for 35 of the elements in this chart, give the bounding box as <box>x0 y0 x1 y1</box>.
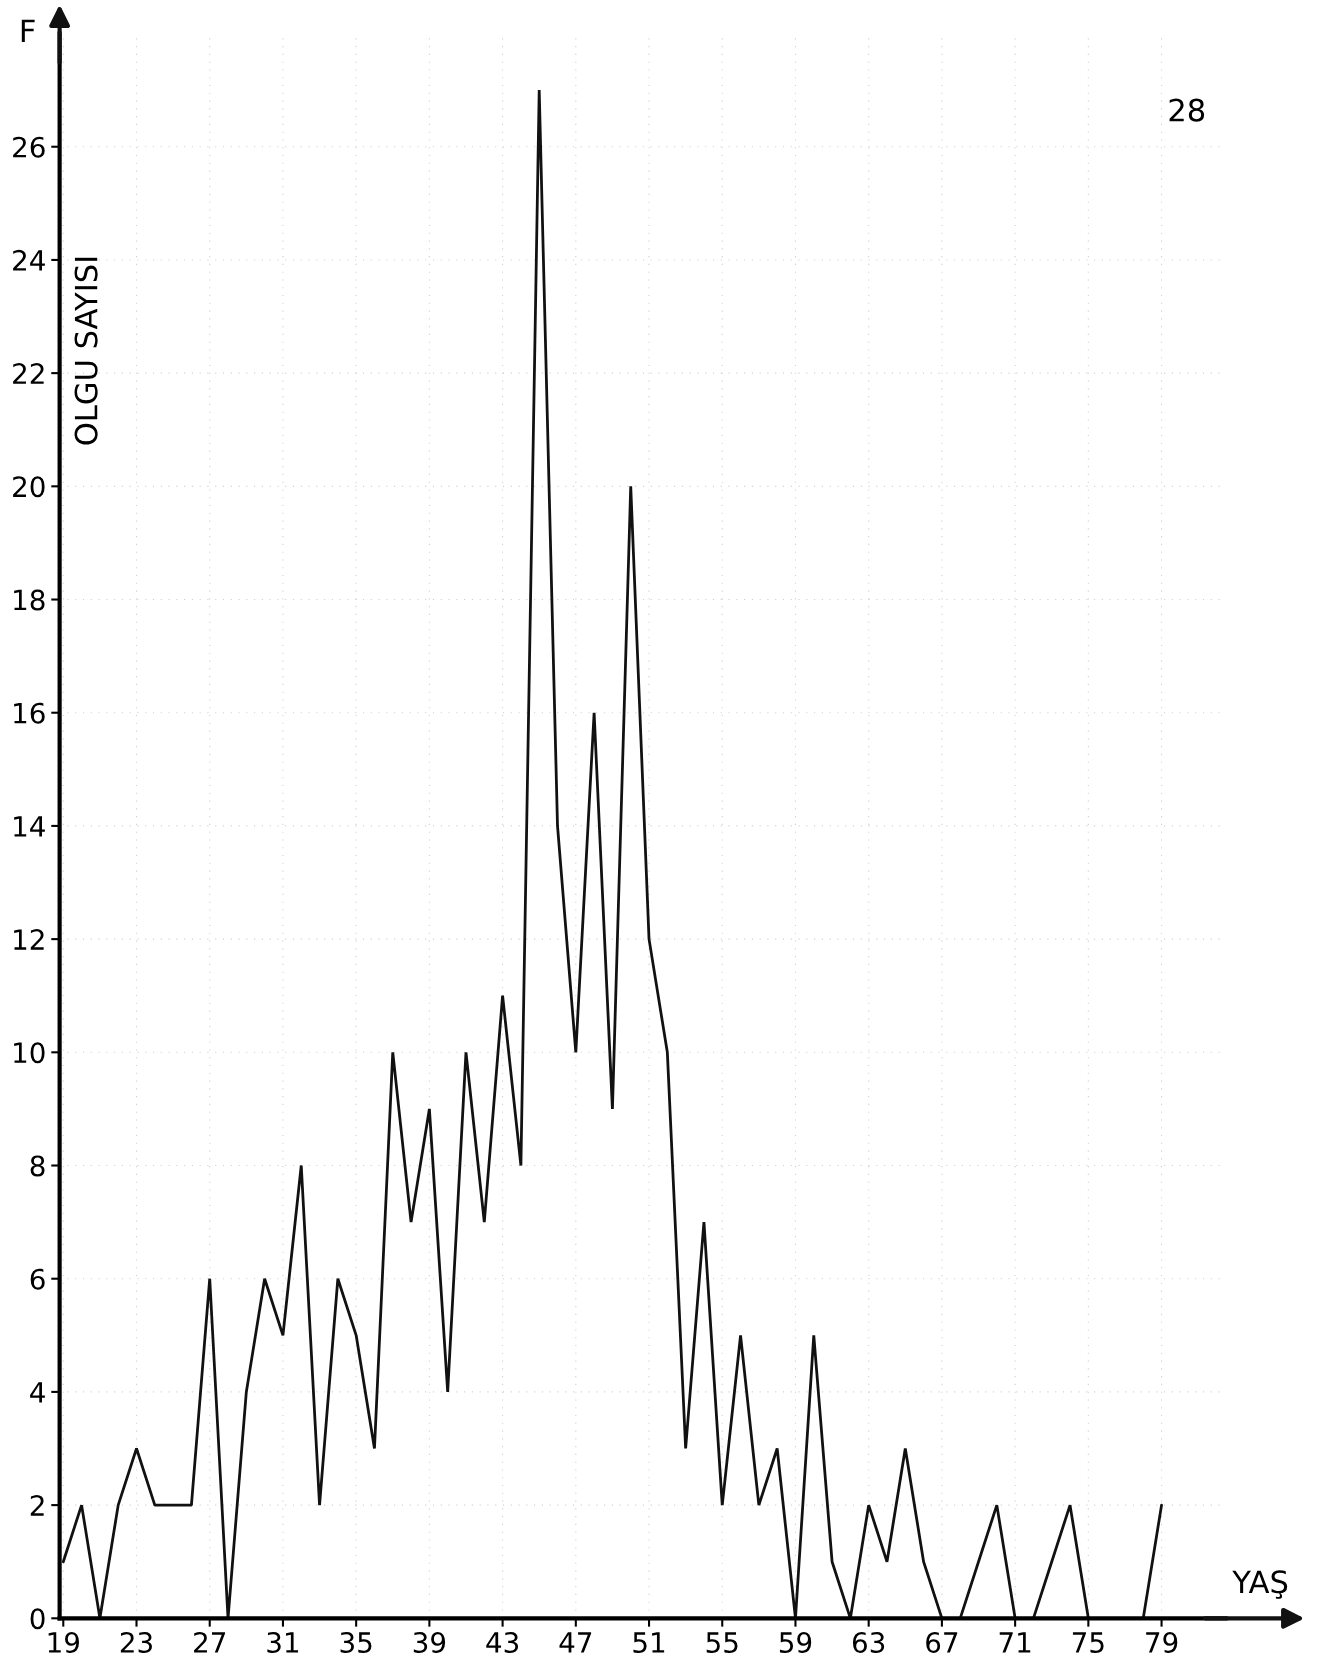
y-tick-label: 6 <box>30 1268 45 1290</box>
y-tick-label: 8 <box>30 1155 45 1177</box>
x-tick-label: 63 <box>852 1631 885 1653</box>
y-tick-label: 10 <box>14 1042 45 1064</box>
x-tick-label: 75 <box>1072 1632 1104 1653</box>
y-tick-label: 18 <box>14 589 45 611</box>
x-tick-label: 43 <box>486 1631 519 1653</box>
y-tick-label: 12 <box>14 929 44 950</box>
y-tick-label: 2 <box>30 1495 44 1516</box>
x-tick-label: 39 <box>413 1631 446 1653</box>
y-tick-label: 16 <box>14 702 45 724</box>
line-series <box>61 88 1163 1619</box>
y-tick-label: 4 <box>30 1382 45 1403</box>
text: F <box>21 19 35 42</box>
y-axis-title: OLGU SAYISI <box>74 257 98 445</box>
y-tick-label: 14 <box>14 816 45 837</box>
x-tick-label: 71 <box>999 1632 1031 1653</box>
x-axis-title: YAŞ <box>1232 1570 1288 1599</box>
x-tick-label: 55 <box>706 1632 738 1653</box>
y-tick-label: 24 <box>13 249 45 271</box>
x-tick-label: 79 <box>1146 1631 1178 1653</box>
x-tick-label: 23 <box>120 1631 152 1653</box>
y-tick-label: 26 <box>13 136 45 158</box>
x-tick-label: 67 <box>926 1631 958 1653</box>
x-tick-label: 19 <box>48 1631 80 1653</box>
x-tick-label: 35 <box>340 1631 372 1653</box>
x-tick-label: 27 <box>194 1631 226 1653</box>
annotation: 28 <box>1169 98 1205 122</box>
y-tick-label: 0 <box>30 1608 45 1630</box>
x-tick-label: 47 <box>559 1632 592 1653</box>
y-tick-label: 20 <box>13 476 45 498</box>
x-tick-label: 31 <box>267 1631 299 1653</box>
x-tick-label: 59 <box>779 1631 812 1653</box>
y-tick-label: 22 <box>13 363 44 384</box>
x-tick-label: 51 <box>633 1632 665 1653</box>
